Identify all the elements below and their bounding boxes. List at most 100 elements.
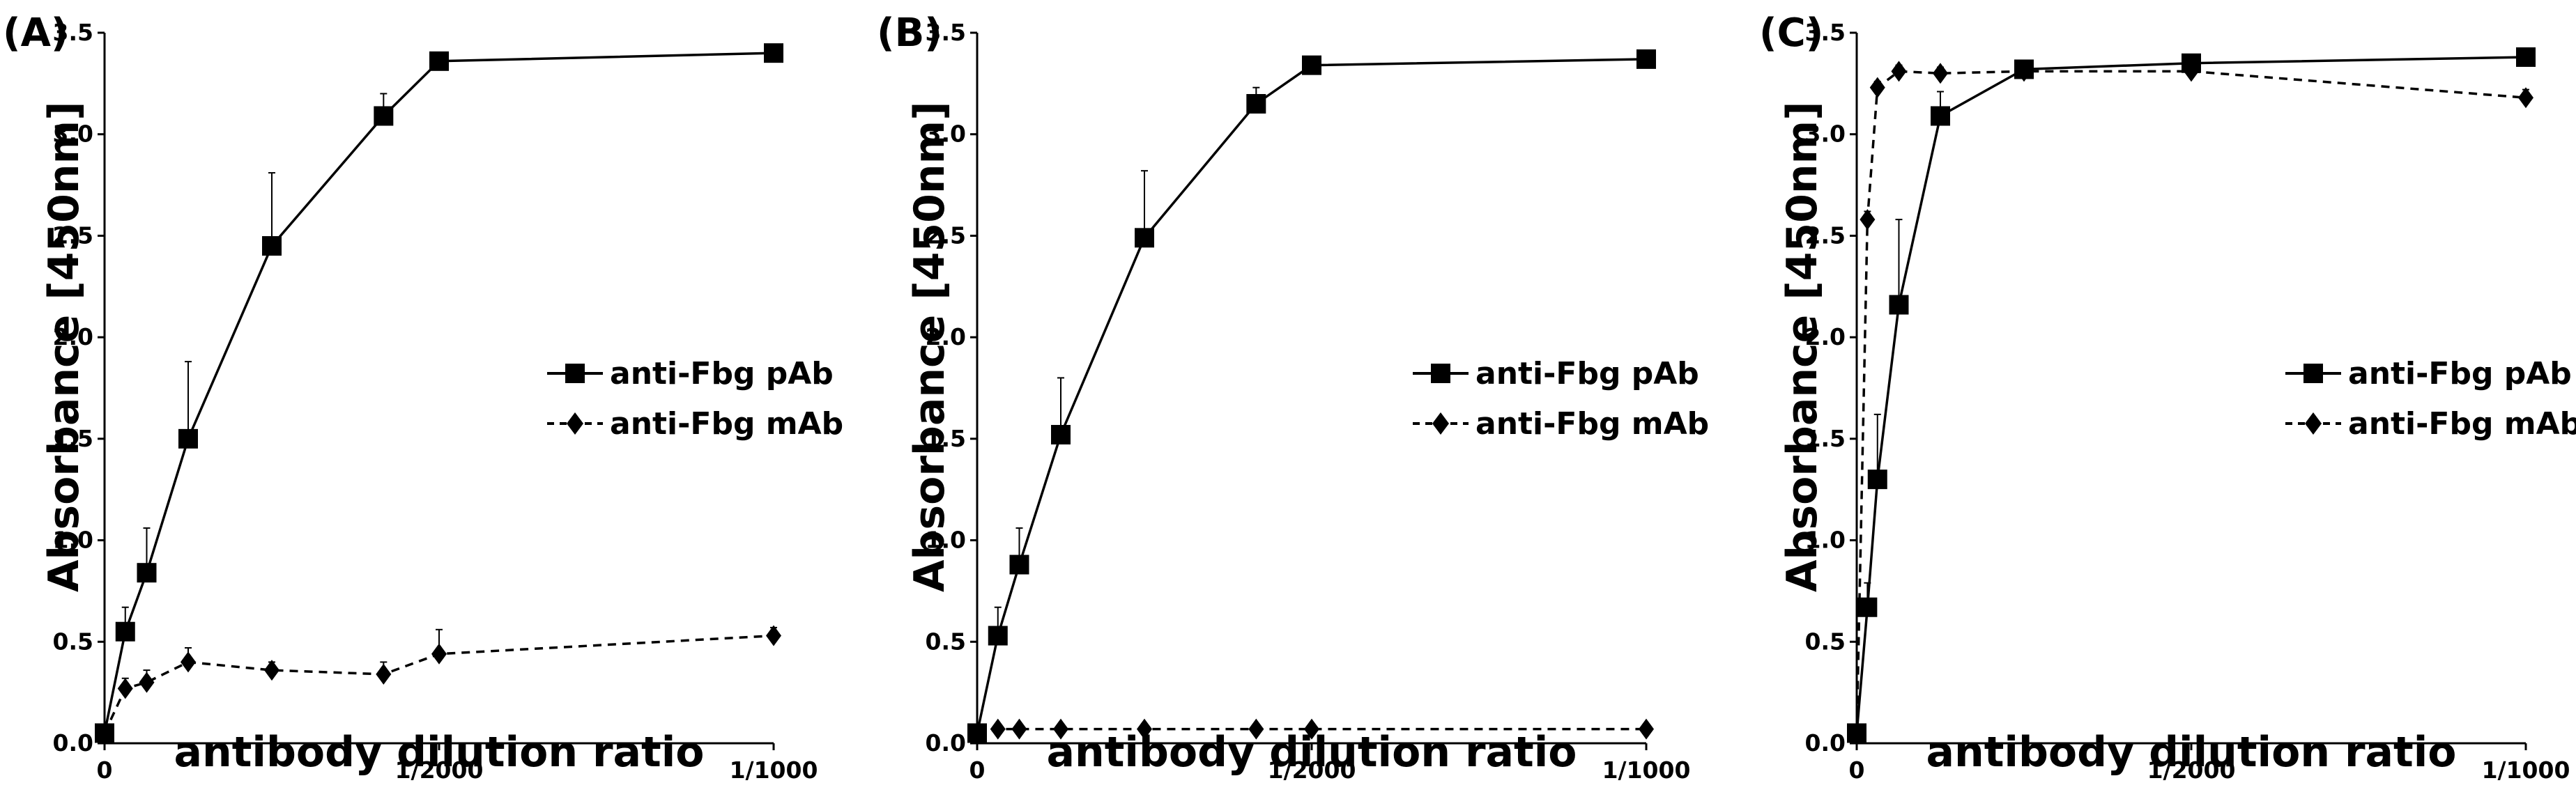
data-point-diamond: [1248, 718, 1264, 740]
y-tick-label: 3.0: [53, 121, 93, 148]
data-point-square: [1867, 470, 1887, 490]
legend-item-pab: anti-Fbg pAb: [547, 348, 843, 398]
data-point-diamond: [969, 722, 985, 744]
data-point-square: [429, 51, 449, 71]
data-point-diamond: [1891, 61, 1907, 82]
data-point-square: [988, 626, 1008, 646]
y-tick-label: 3.0: [1805, 121, 1846, 148]
legend-item-mab: anti-Fbg mAb: [547, 398, 843, 449]
y-tick-label: 3.5: [53, 19, 93, 46]
y-tick-label: 1.0: [926, 527, 966, 554]
series-line: [1855, 70, 2527, 734]
x-tick-label: 1/2000: [2147, 757, 2236, 784]
data-point-diamond: [264, 660, 279, 681]
data-point-square: [2516, 47, 2536, 67]
data-point-square: [1857, 597, 1878, 617]
data-point-square: [115, 621, 135, 642]
legend-item-mab: anti-Fbg mAb: [2285, 398, 2576, 449]
y-tick-label: 3.0: [926, 121, 966, 148]
y-tick-label: 0.5: [926, 628, 966, 655]
data-point-diamond: [990, 718, 1006, 740]
panel-label: (B): [877, 10, 942, 56]
data-point-square: [262, 236, 282, 256]
chart-panel-b: (B) Absorbance [450nm] 0.0 0.5 1.0 1.5 2.0 2.…: [859, 0, 1717, 799]
x-axis-label: antibody dilution ratio: [1926, 728, 2457, 777]
legend-item-pab: anti-Fbg pAb: [2285, 348, 2576, 398]
diamond-marker-icon: [547, 412, 603, 435]
y-tick-label: 3.5: [926, 19, 966, 46]
data-point-square: [1051, 425, 1071, 445]
square-marker-icon: [1413, 364, 1469, 383]
y-tick-label: 1.5: [53, 425, 93, 452]
y-tick-label: 0.0: [53, 729, 93, 757]
x-tick-label: 1/1000: [1602, 757, 1691, 784]
y-tick-label: 2.5: [926, 222, 966, 249]
data-point-square: [1636, 49, 1656, 69]
data-point-diamond: [1011, 718, 1027, 740]
y-tick-label: 1.5: [926, 425, 966, 452]
legend-item-mab: anti-Fbg mAb: [1413, 398, 1709, 449]
data-point-diamond: [139, 672, 155, 693]
legend-label: anti-Fbg pAb: [610, 355, 834, 391]
diamond-marker-icon: [2285, 412, 2341, 435]
x-tick-label: 1/1000: [2482, 757, 2570, 784]
data-point-diamond: [2016, 61, 2032, 82]
data-point-square: [764, 43, 783, 63]
data-point-diamond: [376, 663, 392, 685]
chart-panel-c: (C) Absorbance [450nm] 0.0 0.5 1.0 1.5 2.0 2.…: [1717, 0, 2576, 799]
data-point-diamond: [97, 722, 112, 744]
y-tick-label: 2.5: [53, 222, 93, 249]
data-point-diamond: [2518, 87, 2533, 109]
data-point-diamond: [1869, 77, 1885, 98]
legend-label: anti-Fbg pAb: [2348, 355, 2572, 391]
legend-label: anti-Fbg mAb: [610, 405, 844, 442]
x-tick-label: 1/1000: [730, 757, 818, 784]
data-point-diamond: [1053, 718, 1068, 740]
panel-label: (A): [3, 10, 69, 56]
data-point-diamond: [1860, 209, 1876, 231]
data-point-diamond: [181, 651, 196, 673]
data-point-square: [1889, 295, 1909, 315]
legend-item-pab: anti-Fbg pAb: [1413, 348, 1709, 398]
plot-area: 0.0 0.5 1.0 1.5 2.0 2.5 3.0 3.5 0 1/2000 1/1000: [926, 19, 1691, 784]
y-tick-label: 2.5: [1805, 222, 1846, 249]
data-point-square: [1246, 94, 1266, 114]
data-point-square: [1302, 55, 1321, 75]
panel-label: (C): [1759, 10, 1824, 56]
legend: anti-Fbg pAb anti-Fbg mAb: [547, 348, 843, 449]
x-tick-label: 0: [97, 757, 113, 784]
legend: anti-Fbg pAb anti-Fbg mAb: [1413, 348, 1709, 449]
y-tick-label: 0.5: [1805, 628, 1846, 655]
legend-label: anti-Fbg mAb: [2348, 405, 2576, 442]
chart-panel-a: (A) Absorbance [450nm] 0.0 0.5 1.0 1.5 2.0 2.…: [0, 0, 859, 799]
data-point-diamond: [2184, 61, 2199, 82]
data-point-diamond: [431, 643, 447, 665]
y-tick-label: 2.0: [53, 323, 93, 350]
square-marker-icon: [2285, 364, 2341, 383]
plot-area: 0.0 0.5 1.0 1.5 2.0 2.5 3.0 3.5 0 1/2000 1/1000: [53, 19, 818, 784]
series-line: [976, 727, 1646, 735]
data-point-square: [1931, 106, 1950, 126]
x-tick-label: 1/2000: [395, 757, 484, 784]
y-tick-label: 0.0: [926, 729, 966, 757]
data-point-diamond: [1933, 63, 1948, 84]
square-marker-icon: [547, 364, 603, 383]
data-point-square: [137, 563, 157, 583]
y-tick-label: 0.0: [1805, 729, 1846, 757]
y-tick-label: 2.0: [926, 323, 966, 350]
data-point-diamond: [766, 625, 781, 646]
x-tick-label: 1/2000: [1268, 757, 1356, 784]
data-point-square: [1135, 228, 1154, 248]
data-point-square: [1009, 554, 1029, 575]
legend-label: anti-Fbg mAb: [1475, 405, 1710, 442]
data-point-square: [374, 106, 394, 126]
y-tick-label: 1.0: [1805, 527, 1846, 554]
x-axis-label: antibody dilution ratio: [1046, 728, 1577, 777]
data-point-diamond: [1304, 718, 1319, 740]
x-tick-label: 0: [969, 757, 986, 784]
legend-label: anti-Fbg pAb: [1475, 355, 1699, 391]
y-tick-label: 1.5: [1805, 425, 1846, 452]
diamond-marker-icon: [1413, 412, 1469, 435]
data-point-diamond: [1137, 718, 1152, 740]
x-axis-label: antibody dilution ratio: [174, 728, 705, 777]
